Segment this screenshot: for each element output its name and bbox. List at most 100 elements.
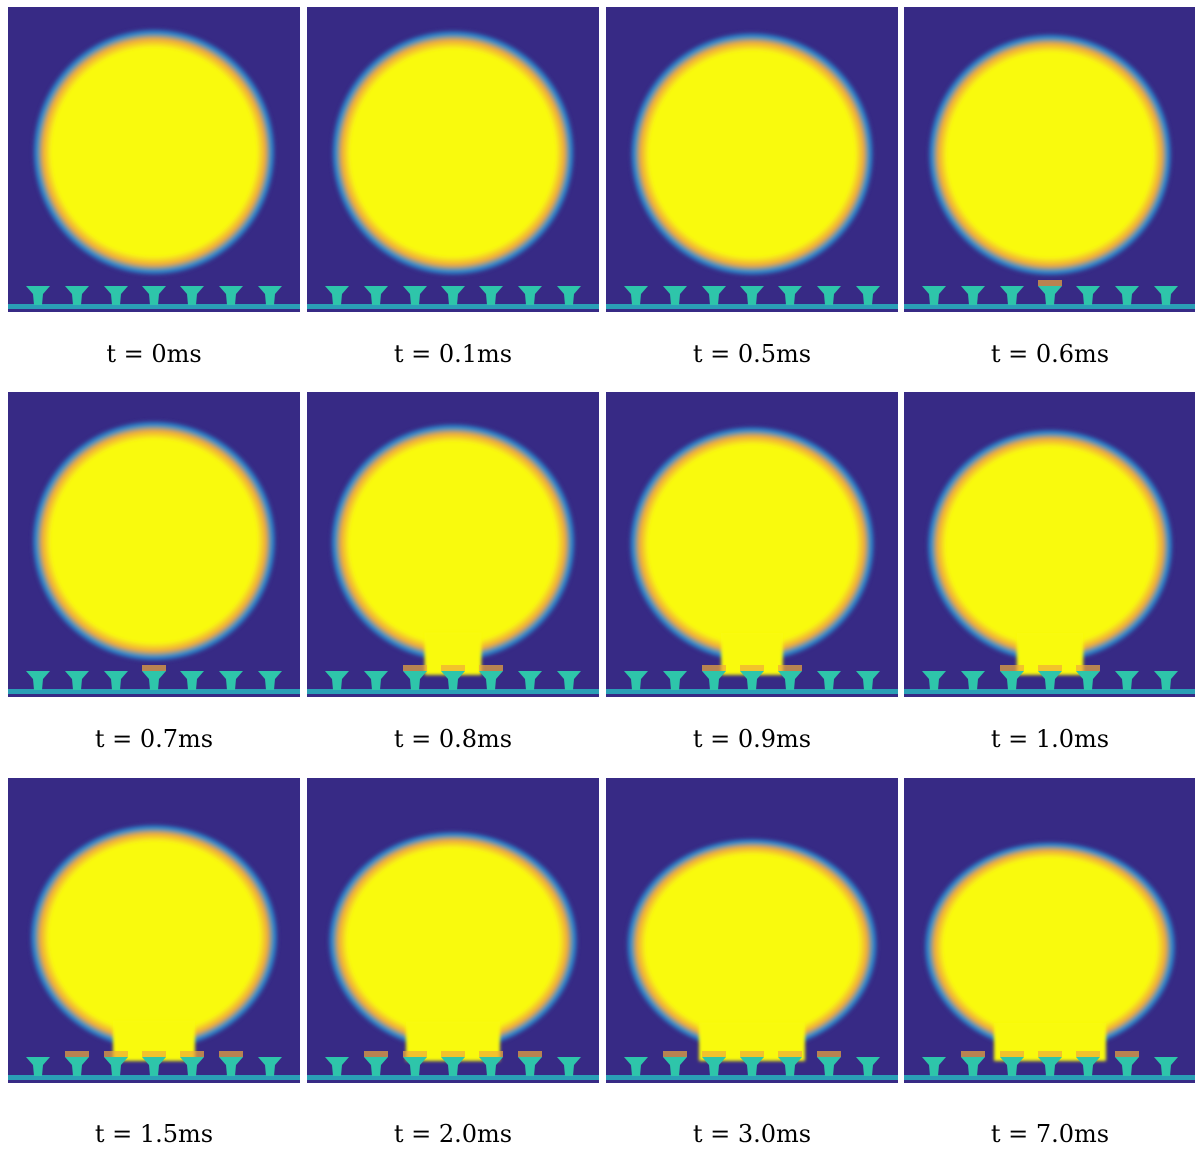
- substrate-pillar: [104, 1051, 128, 1076]
- substrate-pillar: [142, 665, 166, 690]
- substrate-pillar: [778, 665, 802, 690]
- substrate-pillar: [65, 671, 89, 690]
- substrate-pillar: [104, 286, 128, 305]
- simulation-frame: [307, 778, 599, 1083]
- droplet: [327, 830, 579, 1052]
- time-label: t = 1.0ms: [990, 725, 1110, 753]
- droplet-field-image: [307, 392, 599, 697]
- droplet: [32, 28, 276, 276]
- time-label: t = 0.6ms: [990, 340, 1110, 368]
- substrate-pillar: [441, 1051, 465, 1076]
- substrate-pillar: [1000, 286, 1024, 305]
- substrate-base: [904, 689, 1195, 694]
- droplet: [628, 425, 876, 663]
- substrate-pillar: [479, 1051, 503, 1076]
- substrate-pillar: [817, 286, 841, 305]
- substrate-pillar: [479, 286, 503, 305]
- substrate-pillar: [142, 286, 166, 305]
- substrate-pillar: [26, 1057, 50, 1076]
- substrate-pillar: [1038, 280, 1062, 305]
- substrate-pillar: [180, 671, 204, 690]
- time-label: t = 7.0ms: [990, 1120, 1110, 1148]
- substrate-pillar: [740, 1051, 764, 1076]
- time-label: t = 3.0ms: [692, 1120, 812, 1148]
- substrate-base: [904, 1075, 1195, 1080]
- droplet: [29, 823, 279, 1051]
- substrate-pillar: [403, 286, 427, 305]
- droplet-field-image: [8, 778, 300, 1083]
- droplet: [625, 837, 879, 1053]
- substrate-pillar: [1154, 286, 1178, 305]
- simulation-frame: [8, 7, 300, 312]
- droplet-field-image: [606, 392, 898, 697]
- simulation-frame: [307, 392, 599, 697]
- simulation-frame: [904, 778, 1195, 1083]
- substrate-pillar: [557, 671, 581, 690]
- substrate-pillar: [961, 1051, 985, 1076]
- substrate-pillar: [663, 286, 687, 305]
- substrate-pillar: [65, 1051, 89, 1076]
- substrate-pillar: [1115, 671, 1139, 690]
- substrate-pillar: [1076, 1051, 1100, 1076]
- substrate-base: [307, 689, 599, 694]
- substrate-pillar: [961, 286, 985, 305]
- substrate-pillar: [26, 286, 50, 305]
- substrate-pillar: [1000, 1051, 1024, 1076]
- substrate-pillar: [258, 1057, 282, 1076]
- substrate-pillar: [663, 671, 687, 690]
- droplet-field-image: [606, 7, 898, 312]
- substrate-pillar: [856, 1057, 880, 1076]
- droplet-field-image: [904, 7, 1195, 312]
- substrate-pillar: [518, 671, 542, 690]
- substrate-pillar: [1115, 286, 1139, 305]
- substrate-pillar: [219, 1051, 243, 1076]
- substrate-base: [606, 1075, 898, 1080]
- substrate-pillar: [180, 286, 204, 305]
- simulation-frame: [8, 392, 300, 697]
- substrate-pillar: [817, 671, 841, 690]
- substrate-pillar: [1115, 1051, 1139, 1076]
- substrate-pillar: [856, 671, 880, 690]
- substrate-pillar: [518, 286, 542, 305]
- substrate-pillar: [258, 286, 282, 305]
- substrate-pillar: [364, 671, 388, 690]
- droplet-field-image: [904, 778, 1195, 1083]
- substrate-pillar: [961, 671, 985, 690]
- droplet-field-image: [606, 778, 898, 1083]
- time-label: t = 0ms: [106, 340, 202, 368]
- simulation-frame: [606, 7, 898, 312]
- substrate-base: [307, 1075, 599, 1080]
- substrate-pillar: [624, 671, 648, 690]
- substrate-pillar: [403, 665, 427, 690]
- substrate-base: [606, 304, 898, 309]
- droplet: [329, 422, 577, 663]
- substrate-pillar: [624, 286, 648, 305]
- substrate-pillar: [479, 665, 503, 690]
- substrate-pillar: [702, 1051, 726, 1076]
- substrate-pillar: [856, 286, 880, 305]
- droplet: [31, 420, 277, 662]
- time-label: t = 0.8ms: [393, 725, 513, 753]
- substrate-pillar: [403, 1051, 427, 1076]
- droplet: [927, 32, 1173, 277]
- simulation-frame: [606, 778, 898, 1083]
- substrate-pillar: [922, 1057, 946, 1076]
- droplet: [923, 841, 1177, 1053]
- substrate-pillar: [325, 286, 349, 305]
- substrate-pillar: [1038, 1051, 1062, 1076]
- substrate-pillar: [702, 665, 726, 690]
- substrate-pillar: [557, 1057, 581, 1076]
- time-label: t = 0.5ms: [692, 340, 812, 368]
- substrate-pillar: [557, 286, 581, 305]
- droplet: [629, 31, 875, 277]
- substrate-base: [307, 304, 599, 309]
- substrate-pillar: [778, 1051, 802, 1076]
- substrate-pillar: [1076, 286, 1100, 305]
- substrate-pillar: [219, 671, 243, 690]
- time-label: t = 1.5ms: [94, 1120, 214, 1148]
- substrate-pillar: [1154, 1057, 1178, 1076]
- substrate-pillar: [65, 286, 89, 305]
- substrate-pillar: [1000, 665, 1024, 690]
- substrate-pillar: [922, 671, 946, 690]
- simulation-frame: [904, 392, 1195, 697]
